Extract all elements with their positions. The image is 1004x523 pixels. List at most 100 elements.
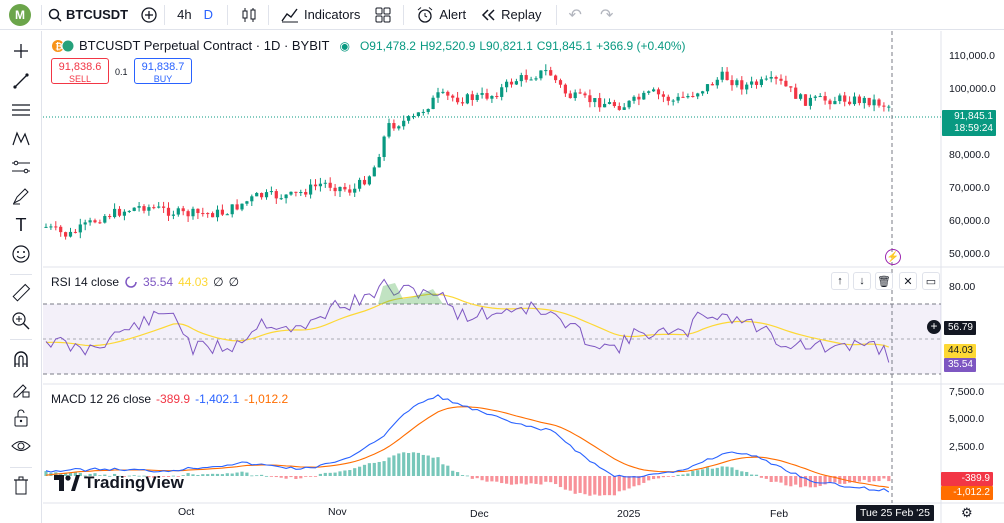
pane-delete-button[interactable]: 🗑 xyxy=(875,272,893,290)
candle-body xyxy=(436,92,440,98)
remove-drawings-tool[interactable] xyxy=(9,474,33,498)
candle-body xyxy=(505,81,509,88)
interval-d[interactable]: D xyxy=(203,7,213,22)
pattern-icon xyxy=(12,131,30,146)
redo-button[interactable]: ↷ xyxy=(599,6,614,24)
candle-body xyxy=(857,96,861,104)
macd-histogram-bar xyxy=(333,472,337,476)
macd-histogram-bar xyxy=(637,476,641,486)
buy-button[interactable]: 91,838.7 BUY xyxy=(134,58,192,84)
candle-body xyxy=(573,92,577,99)
macd-histogram-bar xyxy=(656,476,661,479)
rsi-crosshair-tag: 56.79 xyxy=(944,321,976,335)
pane-collapse-button[interactable]: ✕ xyxy=(899,272,917,290)
candle-body xyxy=(127,210,131,212)
keep-drawing-tool[interactable] xyxy=(9,377,33,401)
macd-histogram-bar xyxy=(171,475,175,477)
replay-button[interactable]: Replay xyxy=(480,0,542,30)
hide-drawings-tool[interactable] xyxy=(9,435,33,459)
rsi-ma-line xyxy=(45,293,890,348)
macd-histogram-bar xyxy=(441,464,445,476)
settings-gear-icon[interactable]: ⚙ xyxy=(961,505,973,520)
layouts-button[interactable] xyxy=(375,0,391,30)
projection-tool[interactable] xyxy=(9,155,33,179)
alert-label: Alert xyxy=(439,7,467,22)
symbol-search[interactable]: BTCUSDT xyxy=(48,0,128,30)
candle-body xyxy=(402,120,406,127)
macd-histogram-bar xyxy=(235,472,239,476)
chart-canvas[interactable] xyxy=(43,31,1004,523)
macd-histogram-bar xyxy=(490,476,494,482)
add-level-icon[interactable]: + xyxy=(927,320,941,334)
macd-legend: MACD 12 26 close -389.9 -1,402.1 -1,012.… xyxy=(51,392,288,406)
candle-body xyxy=(426,109,430,112)
candle-body xyxy=(362,179,367,185)
macd-histogram-bar xyxy=(152,476,156,478)
pane-maximize-button[interactable]: ▭ xyxy=(922,272,940,290)
candle-body xyxy=(353,188,357,193)
macd-histogram-bar xyxy=(862,476,866,480)
macd-histogram-bar xyxy=(142,475,146,477)
macd-histogram-bar xyxy=(274,476,278,478)
zoom-tool[interactable] xyxy=(9,309,33,333)
macd-histogram-bar xyxy=(456,472,460,476)
text-tool[interactable]: T xyxy=(9,213,33,237)
emoji-tool[interactable] xyxy=(9,242,33,266)
user-avatar[interactable]: M xyxy=(9,3,31,26)
macd-histogram-bar xyxy=(284,476,288,479)
candle-body xyxy=(558,80,563,85)
collapse-icon: ✕ xyxy=(903,275,913,288)
magnet-tool[interactable] xyxy=(9,347,33,371)
candle-body xyxy=(686,95,690,98)
ruler-tool[interactable] xyxy=(9,281,33,305)
trend-line-tool[interactable] xyxy=(9,69,33,93)
macd-histogram-bar xyxy=(509,476,514,485)
candle-body xyxy=(705,84,710,92)
sell-button[interactable]: 91,838.6 SELL xyxy=(51,58,109,84)
undo-button[interactable]: ↶ xyxy=(568,6,582,24)
interval-4h[interactable]: 4h xyxy=(177,7,192,22)
candle-body xyxy=(269,191,273,193)
crosshair-tool[interactable] xyxy=(9,39,33,63)
macd-histogram-bar xyxy=(661,476,665,478)
macd-histogram-bar xyxy=(88,473,92,476)
arrow-up-icon: ↑ xyxy=(837,275,843,287)
pane-move-down-button[interactable]: ↓ xyxy=(853,272,871,290)
pattern-tool[interactable] xyxy=(9,127,33,151)
candle-body xyxy=(323,182,327,184)
macd-tick: 7,500.0 xyxy=(949,386,985,398)
alert-button[interactable]: Alert xyxy=(416,0,466,30)
brush-tool[interactable] xyxy=(9,184,33,208)
macd-histogram-bar xyxy=(485,476,489,482)
macd-histogram-bar xyxy=(186,473,190,476)
lightning-icon[interactable]: ⚡ xyxy=(885,249,901,265)
macd-histogram-bar xyxy=(622,476,626,491)
candle-body xyxy=(715,79,719,86)
maximize-icon: ▭ xyxy=(925,275,937,288)
pane-move-up-button[interactable]: ↑ xyxy=(831,272,849,290)
candle-body xyxy=(176,208,180,215)
macd-histogram-bar xyxy=(701,469,705,476)
macd-histogram-bar xyxy=(745,471,749,476)
tradingview-logo[interactable]: TradingView xyxy=(54,473,184,493)
replay-label: Replay xyxy=(501,7,542,22)
compare-button[interactable] xyxy=(140,0,158,30)
macd-histogram-bar xyxy=(108,475,112,477)
macd-histogram-bar xyxy=(519,476,523,484)
horizontal-lines-tool[interactable] xyxy=(9,98,33,122)
indicators-button[interactable]: Indicators xyxy=(281,0,360,30)
trend-line-icon xyxy=(13,73,29,89)
rsi-value-tag: 35.54 xyxy=(944,358,976,372)
chart-area[interactable]: ₿ BTCUSDT Perpetual Contract · 1D · BYBI… xyxy=(43,31,1004,523)
candle-body xyxy=(750,81,754,85)
candle-body xyxy=(833,101,837,105)
macd-histogram-bar xyxy=(93,473,97,476)
macd-histogram-bar xyxy=(627,476,631,489)
candle-body xyxy=(671,100,675,102)
candle-body xyxy=(495,96,499,98)
lock-drawings-tool[interactable] xyxy=(9,406,33,430)
candle-body xyxy=(666,96,670,101)
candle-body xyxy=(774,77,778,79)
buy-price: 91,838.7 xyxy=(141,61,185,73)
chart-type-button[interactable] xyxy=(240,0,258,30)
